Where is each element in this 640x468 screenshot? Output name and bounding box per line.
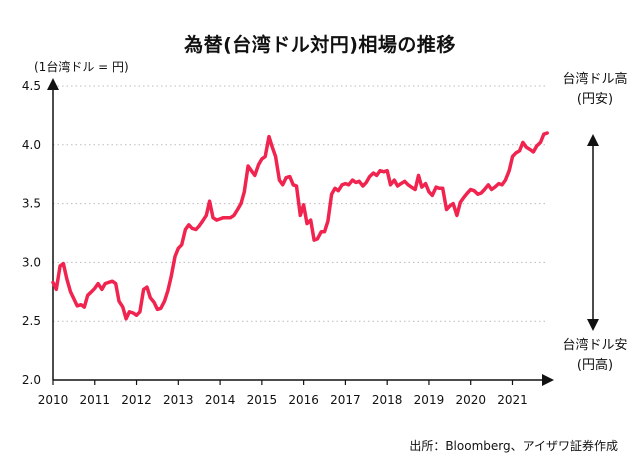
x-tick-label: 2015 <box>247 393 278 407</box>
depreciation-label-line2: (円高) <box>576 358 614 373</box>
x-tick-label: 2019 <box>414 393 445 407</box>
x-tick-label: 2021 <box>497 393 528 407</box>
x-tick-label: 2020 <box>455 393 486 407</box>
x-tick-label: 2012 <box>121 393 152 407</box>
appreciation-label: 台湾ドル高 (円安) <box>552 70 638 110</box>
axis-layer <box>47 78 554 386</box>
chart-title: 為替(台湾ドル対円)相場の推移 <box>184 34 456 56</box>
y-tick-label: 3.5 <box>22 197 41 211</box>
x-tick-label: 2018 <box>372 393 403 407</box>
x-tick-label: 2011 <box>79 393 110 407</box>
depreciation-label-line1: 台湾ドル安 <box>562 338 628 353</box>
source-note: 出所：Bloomberg、アイザワ証券作成 <box>409 439 618 453</box>
appreciation-label-line1: 台湾ドル高 <box>562 72 628 87</box>
x-tick-label: 2017 <box>330 393 361 407</box>
appreciation-label-line2: (円安) <box>576 92 614 107</box>
y-tick-label: 4.5 <box>22 79 41 93</box>
x-tick-label: 2016 <box>288 393 319 407</box>
unit-label: (1台湾ドル = 円) <box>34 60 129 74</box>
y-tick-label: 2.5 <box>22 314 41 328</box>
series-line <box>51 131 549 321</box>
y-tick-label: 4.0 <box>22 138 41 152</box>
x-tick-label: 2010 <box>38 393 69 407</box>
y-tick-label: 2.0 <box>22 373 41 387</box>
tick-layer: 2.0 2.5 3.0 3.5 4.0 4.5 2010 2011 2012 2013 2014 20… <box>22 79 528 407</box>
x-tick-label: 2014 <box>205 393 236 407</box>
x-tick-label: 2013 <box>163 393 194 407</box>
depreciation-label: 台湾ドル安 (円高) <box>552 336 638 376</box>
y-tick-label: 3.0 <box>22 255 41 269</box>
series-layer <box>51 131 549 321</box>
